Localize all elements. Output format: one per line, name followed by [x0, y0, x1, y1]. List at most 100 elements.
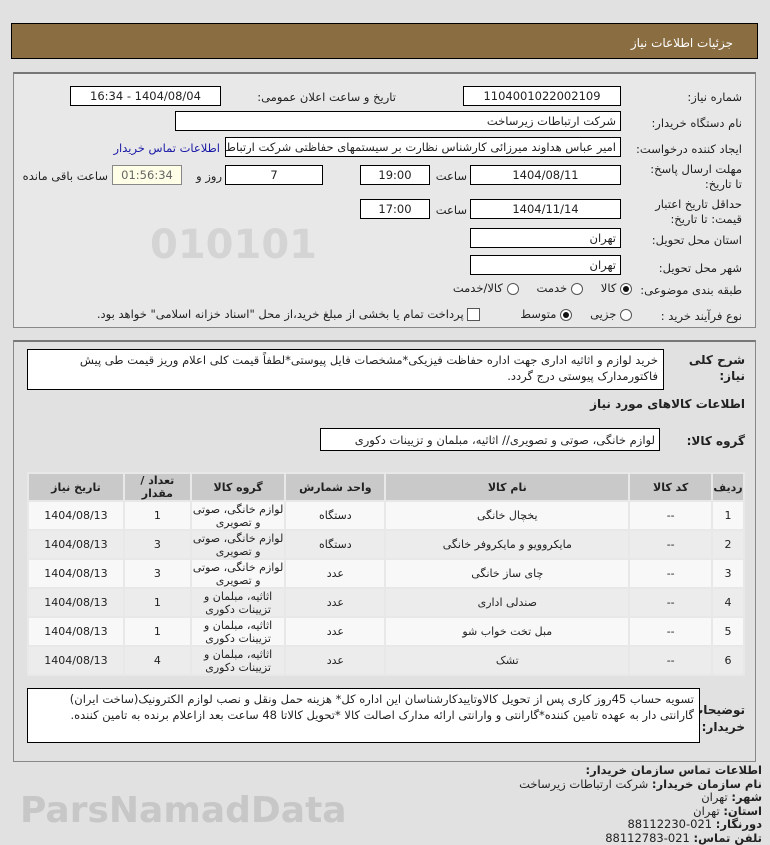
creator-label: ایجاد کننده درخواست: — [636, 142, 742, 156]
buyer-org-field[interactable]: شرکت ارتباطات زیرساخت — [175, 111, 621, 131]
col-group: گروه کالا — [189, 472, 287, 502]
table-cell: لوازم خانگی، صوتی و تصویری — [189, 500, 287, 531]
table-cell: مبل تخت خواب شو — [384, 616, 631, 647]
col-row: ردیف — [711, 472, 745, 502]
province-field[interactable]: تهران — [470, 228, 621, 248]
process-option-medium[interactable]: متوسط — [520, 307, 573, 321]
category-option-both[interactable]: کالا/خدمت — [453, 281, 519, 295]
description-field: خرید لوازم و اثاثیه اداری جهت اداره حفاظ… — [27, 349, 664, 390]
radio-selected-icon[interactable] — [560, 308, 573, 321]
table-cell: 5 — [711, 616, 745, 647]
watermark-text: ParsNamadData — [20, 790, 347, 831]
table-cell: -- — [628, 645, 714, 676]
table-cell: 1 — [122, 616, 192, 647]
table-cell: دستگاه — [284, 500, 387, 531]
need-number-label: شماره نیاز: — [687, 90, 742, 104]
table-cell: 1404/08/13 — [27, 529, 125, 560]
description-label: شرح کلی نیاز: — [688, 353, 745, 383]
table-cell: -- — [628, 500, 714, 531]
category-option-goods[interactable]: کالا — [601, 281, 632, 295]
table-cell: عدد — [284, 587, 387, 618]
radio-icon[interactable] — [506, 282, 519, 295]
table-cell: عدد — [284, 645, 387, 676]
col-qty: تعداد / مقدار — [122, 472, 192, 502]
table-cell: 4 — [711, 587, 745, 618]
radio-icon[interactable] — [570, 282, 583, 295]
table-cell: یخچال خانگی — [384, 500, 631, 531]
table-cell: اثاثیه، مبلمان و تزیینات دکوری — [189, 645, 287, 676]
checkbox-icon[interactable] — [467, 308, 481, 321]
treasury-checkbox-row[interactable]: پرداخت تمام یا بخشی از مبلغ خرید،از محل … — [97, 307, 481, 321]
city-field[interactable]: تهران — [470, 255, 621, 275]
table-cell: لوازم خانگی، صوتی و تصویری — [189, 558, 287, 589]
table-cell: 1404/08/13 — [27, 587, 125, 618]
days-field[interactable]: 7 — [225, 165, 323, 185]
table-cell: 1 — [122, 587, 192, 618]
table-cell: 1404/08/13 — [27, 558, 125, 589]
table-row: 6 -- تشک عدد اثاثیه، مبلمان و تزیینات دکوری 4… — [27, 645, 745, 676]
table-row: 1 -- یخچال خانگی دستگاه لوازم خانگی، صوتی و … — [27, 500, 745, 531]
table-cell: 1 — [711, 500, 745, 531]
contact-fax: 021-88112230 — [627, 817, 713, 831]
deadline-time-label: ساعت — [435, 169, 467, 183]
validity-date-field[interactable]: 1404/11/14 — [470, 199, 621, 219]
validity-time-label: ساعت — [435, 203, 467, 217]
contact-city: تهران — [701, 790, 728, 804]
table-cell: اثاثیه، مبلمان و تزیینات دکوری — [189, 587, 287, 618]
validity-label: حداقل تاریخ اعتبار قیمت: تا تاریخ: — [655, 197, 742, 226]
table-cell: 1404/08/13 — [27, 645, 125, 676]
col-unit: واحد شمارش — [284, 472, 387, 502]
table-cell: -- — [628, 587, 714, 618]
province-label: استان محل تحویل: — [651, 233, 742, 247]
radio-selected-icon[interactable] — [620, 282, 632, 295]
contact-title: اطلاعات تماس سازمان خریدار: — [585, 763, 762, 777]
table-cell: -- — [628, 558, 714, 589]
deadline-label: مهلت ارسال پاسخ: تا تاریخ: — [650, 162, 742, 191]
contact-province: تهران — [693, 803, 720, 818]
table-row: 3 -- چای ساز خانگی عدد لوازم خانگی، صوتی و ت… — [27, 558, 745, 589]
table-cell: اثاثیه، مبلمان و تزیینات دکوری — [189, 616, 287, 647]
remaining-label: ساعت باقی مانده — [22, 169, 108, 183]
table-cell: تشک — [384, 645, 631, 676]
col-date: تاریخ نیاز — [27, 472, 125, 502]
table-cell: 3 — [122, 529, 192, 560]
table-cell: لوازم خانگی، صوتی و تصویری — [189, 529, 287, 560]
city-label: شهر محل تحویل: — [658, 261, 742, 275]
announce-field[interactable]: 1404/08/04 - 16:34 — [70, 86, 221, 106]
days-label: روز و — [196, 169, 222, 183]
goods-section-title: اطلاعات کالاهای مورد نیاز — [590, 397, 745, 411]
validity-time-field[interactable]: 17:00 — [360, 199, 430, 219]
table-cell: 2 — [711, 529, 745, 560]
table-cell: -- — [628, 616, 714, 647]
details-panel — [13, 340, 756, 762]
need-number-field[interactable]: 1104001022002109 — [463, 86, 621, 106]
table-cell: 4 — [122, 645, 192, 676]
buyer-contact-link[interactable]: اطلاعات تماس خریدار — [113, 141, 220, 155]
table-cell: 1404/08/13 — [27, 500, 125, 531]
table-cell: 1 — [122, 500, 192, 531]
goods-table: ردیف کد کالا نام کالا واحد شمارش گروه کا… — [27, 472, 745, 676]
goods-group-field: لوازم خانگی، صوتی و تصویری// اثاثیه، مبل… — [320, 428, 660, 451]
deadline-time-field[interactable]: 19:00 — [360, 165, 430, 185]
process-option-minor[interactable]: جزیی — [590, 307, 632, 321]
radio-icon[interactable] — [620, 308, 632, 321]
page-title: جزئیات اطلاعات نیاز — [630, 36, 733, 50]
remaining-time-field: 01:56:34 — [112, 165, 182, 185]
creator-field[interactable]: امیر عباس هداوند میرزائی کارشناس نظارت ب… — [225, 137, 621, 157]
table-row: 2 -- مایکروویو و مایکروفر خانگی دستگاه لوازم… — [27, 529, 745, 560]
table-cell: چای ساز خانگی — [384, 558, 631, 589]
contact-phone: 021-88112783 — [605, 830, 690, 845]
buyer-notes-label: توضیحات خریدار: — [691, 703, 745, 734]
table-cell: عدد — [284, 616, 387, 647]
goods-group-label: گروه کالا: — [686, 434, 745, 448]
deadline-date-field[interactable]: 1404/08/11 — [470, 165, 621, 185]
category-option-service[interactable]: خدمت — [537, 281, 583, 295]
buyer-contact-info: اطلاعات تماس سازمان خریدار: نام سازمان خ… — [519, 763, 762, 845]
table-header-row: ردیف کد کالا نام کالا واحد شمارش گروه کا… — [27, 472, 745, 502]
table-cell: 3 — [122, 558, 192, 589]
page-header: جزئیات اطلاعات نیاز — [11, 23, 758, 59]
contact-org: شرکت ارتباطات زیرساخت — [519, 776, 649, 791]
announce-label: تاریخ و ساعت اعلان عمومی: — [257, 90, 396, 104]
table-cell: صندلی اداری — [384, 587, 631, 618]
table-cell: 6 — [711, 645, 745, 676]
